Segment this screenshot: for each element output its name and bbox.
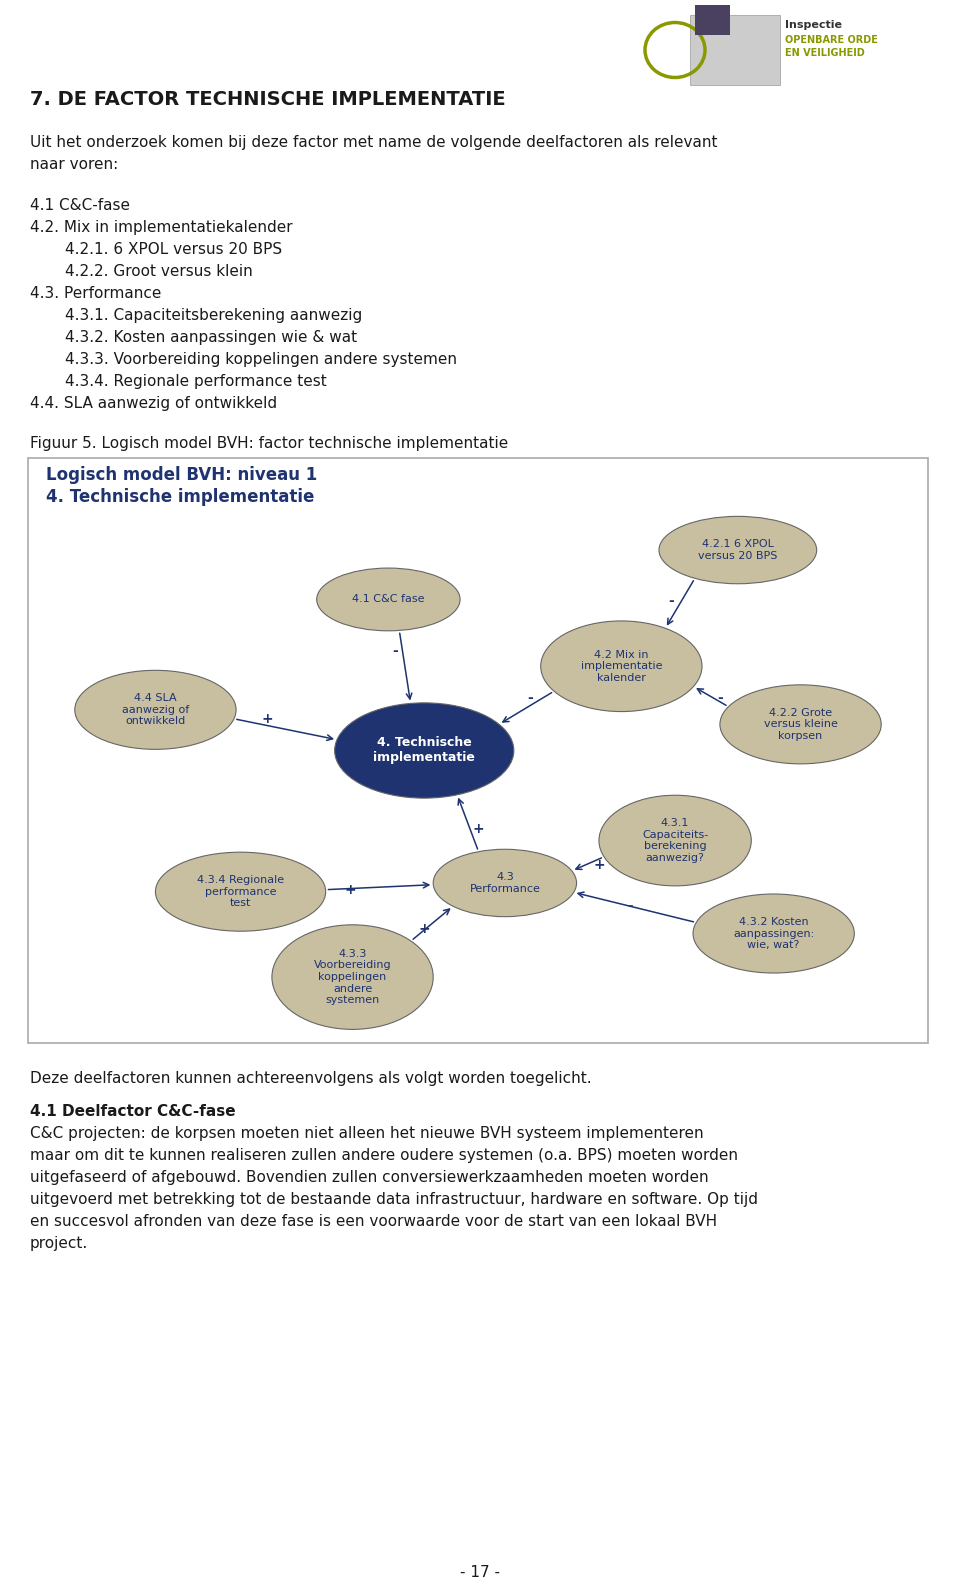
Text: project.: project. [30, 1236, 88, 1251]
Text: -: - [393, 644, 398, 658]
FancyBboxPatch shape [690, 14, 780, 84]
Text: 4.1 C&C-fase: 4.1 C&C-fase [30, 198, 130, 213]
Text: 4.3.4. Regionale performance test: 4.3.4. Regionale performance test [65, 374, 326, 389]
Text: Figuur 5. Logisch model BVH: factor technische implementatie: Figuur 5. Logisch model BVH: factor tech… [30, 436, 508, 451]
Text: EN VEILIGHEID: EN VEILIGHEID [785, 48, 865, 57]
Text: uitgevoerd met betrekking tot de bestaande data infrastructuur, hardware en soft: uitgevoerd met betrekking tot de bestaan… [30, 1192, 758, 1207]
Text: -: - [527, 691, 533, 706]
Text: -: - [669, 594, 675, 607]
Text: 4.4. SLA aanwezig of ontwikkeld: 4.4. SLA aanwezig of ontwikkeld [30, 397, 277, 411]
Text: 4.2.2. Groot versus klein: 4.2.2. Groot versus klein [65, 264, 252, 279]
Text: +: + [419, 922, 430, 935]
Text: 7. DE FACTOR TECHNISCHE IMPLEMENTATIE: 7. DE FACTOR TECHNISCHE IMPLEMENTATIE [30, 89, 506, 108]
Ellipse shape [540, 621, 702, 712]
Text: 4.2.1 6 XPOL
versus 20 BPS: 4.2.1 6 XPOL versus 20 BPS [698, 540, 778, 561]
Text: 4.2. Mix in implementatiekalender: 4.2. Mix in implementatiekalender [30, 220, 293, 236]
Text: 4.3.3. Voorbereiding koppelingen andere systemen: 4.3.3. Voorbereiding koppelingen andere … [65, 352, 457, 366]
Text: 4.2 Mix in
implementatie
kalender: 4.2 Mix in implementatie kalender [581, 650, 662, 683]
Text: 4.3.4 Regionale
performance
test: 4.3.4 Regionale performance test [197, 875, 284, 908]
Text: 4.2.2 Grote
versus kleine
korpsen: 4.2.2 Grote versus kleine korpsen [763, 707, 837, 741]
Ellipse shape [599, 795, 752, 886]
Text: +: + [262, 712, 274, 725]
Ellipse shape [317, 569, 460, 631]
Text: 4.3.1. Capaciteitsberekening aanwezig: 4.3.1. Capaciteitsberekening aanwezig [65, 307, 362, 323]
Ellipse shape [659, 516, 817, 583]
Text: Deze deelfactoren kunnen achtereenvolgens als volgt worden toegelicht.: Deze deelfactoren kunnen achtereenvolgen… [30, 1070, 591, 1086]
Text: C&C projecten: de korpsen moeten niet alleen het nieuwe BVH systeem implementere: C&C projecten: de korpsen moeten niet al… [30, 1126, 704, 1141]
Text: 4.3.2 Kosten
aanpassingen:
wie, wat?: 4.3.2 Kosten aanpassingen: wie, wat? [733, 918, 814, 949]
Text: 4.1 C&C fase: 4.1 C&C fase [352, 594, 424, 604]
Text: Uit het onderzoek komen bij deze factor met name de volgende deelfactoren als re: Uit het onderzoek komen bij deze factor … [30, 135, 717, 150]
Text: Inspectie: Inspectie [785, 21, 842, 30]
Text: OPENBARE ORDE: OPENBARE ORDE [785, 35, 877, 45]
Ellipse shape [335, 703, 514, 798]
Text: 4.3.1
Capaciteits-
berekening
aanwezig?: 4.3.1 Capaciteits- berekening aanwezig? [642, 819, 708, 863]
FancyBboxPatch shape [695, 5, 730, 35]
Text: uitgefaseerd of afgebouwd. Bovendien zullen conversiewerkzaamheden moeten worden: uitgefaseerd of afgebouwd. Bovendien zul… [30, 1169, 708, 1185]
Text: +: + [593, 859, 605, 871]
Text: 4. Technische
implementatie: 4. Technische implementatie [373, 736, 475, 765]
Text: 4. Technische implementatie: 4. Technische implementatie [46, 487, 314, 507]
Text: 4.1 Deelfactor C&C-fase: 4.1 Deelfactor C&C-fase [30, 1104, 235, 1118]
Text: - 17 -: - 17 - [460, 1564, 500, 1580]
Text: maar om dit te kunnen realiseren zullen andere oudere systemen (o.a. BPS) moeten: maar om dit te kunnen realiseren zullen … [30, 1149, 738, 1163]
Text: +: + [472, 822, 484, 836]
Ellipse shape [156, 852, 325, 932]
FancyBboxPatch shape [28, 459, 928, 1043]
Text: Logisch model BVH: niveau 1: Logisch model BVH: niveau 1 [46, 467, 317, 484]
Ellipse shape [272, 926, 433, 1029]
Text: 4.4 SLA
aanwezig of
ontwikkeld: 4.4 SLA aanwezig of ontwikkeld [122, 693, 189, 726]
Text: -: - [628, 898, 634, 913]
Ellipse shape [693, 894, 854, 973]
Ellipse shape [75, 671, 236, 749]
Text: 4.3
Performance: 4.3 Performance [469, 873, 540, 894]
Ellipse shape [720, 685, 881, 765]
Text: 4.3.3
Voorbereiding
koppelingen
andere
systemen: 4.3.3 Voorbereiding koppelingen andere s… [314, 949, 392, 1005]
Text: -: - [717, 691, 723, 706]
Text: naar voren:: naar voren: [30, 158, 118, 172]
Text: +: + [345, 883, 356, 897]
Text: 4.3.2. Kosten aanpassingen wie & wat: 4.3.2. Kosten aanpassingen wie & wat [65, 330, 357, 346]
Text: en succesvol afronden van deze fase is een voorwaarde voor de start van een loka: en succesvol afronden van deze fase is e… [30, 1214, 717, 1230]
Text: 4.3. Performance: 4.3. Performance [30, 287, 161, 301]
Text: 4.2.1. 6 XPOL versus 20 BPS: 4.2.1. 6 XPOL versus 20 BPS [65, 242, 282, 256]
Ellipse shape [433, 849, 577, 916]
